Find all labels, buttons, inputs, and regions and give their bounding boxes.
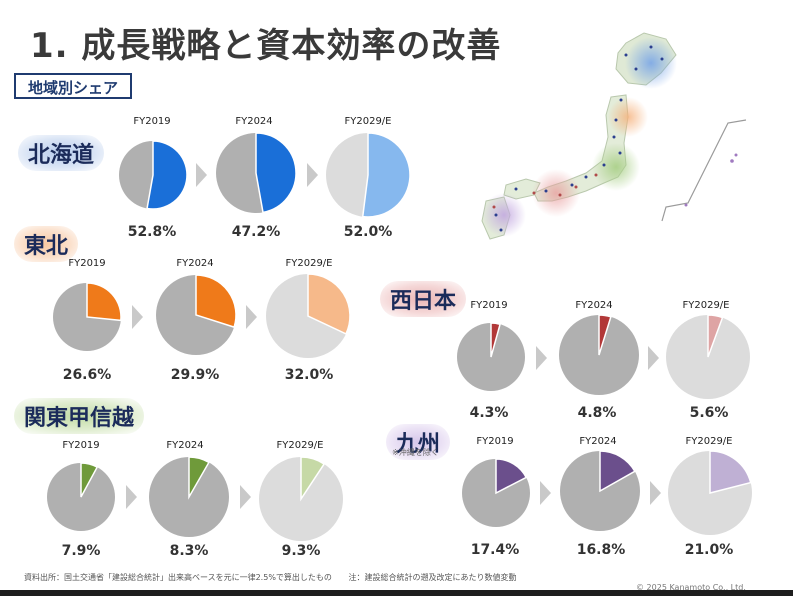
pct-label: 17.4%: [470, 542, 520, 558]
pie-tohoku-fy2024: [156, 274, 237, 355]
arrow-icon: [648, 346, 659, 370]
pie-slice-share: [86, 282, 122, 322]
year-label: FY2029/E: [685, 436, 733, 447]
year-label: FY2019: [133, 116, 171, 127]
pct-label: 16.8%: [576, 542, 626, 558]
year-label: FY2029/E: [344, 116, 392, 127]
pie-hokkaido-fy2029e: [326, 132, 411, 218]
arrow-icon: [540, 481, 551, 505]
arrow-icon: [536, 346, 547, 370]
pie-kanto-fy2029e: [259, 456, 343, 541]
pie-kyushu-fy2019: [462, 458, 530, 527]
pie-slice-share: [599, 450, 636, 493]
region-label-kyushu: 九州: [386, 424, 451, 460]
pct-label: 26.6%: [62, 367, 112, 383]
year-label: FY2019: [62, 440, 100, 451]
pie-nishinihon-fy2019: [457, 322, 525, 391]
region-label-nishinihon: 西日本: [380, 281, 467, 317]
region-label-kanto: 関東甲信越: [14, 398, 145, 434]
pie-slice-share: [598, 314, 612, 356]
footnote: 資料出所：国土交通省「建設総合統計」出来高ベースを元に一律2.5%で算出したもの…: [24, 572, 516, 583]
pct-label: 52.0%: [343, 224, 393, 240]
year-label: FY2024: [166, 440, 204, 451]
pct-label: 21.0%: [684, 542, 734, 558]
pie-hokkaido-fy2024: [216, 132, 297, 214]
arrow-icon: [240, 485, 251, 509]
pie-slice-share: [495, 458, 528, 495]
pie-slice-share: [80, 462, 99, 498]
pie-kyushu-fy2029e: [668, 450, 752, 535]
arrow-icon: [246, 305, 257, 329]
pct-label: 4.3%: [469, 405, 509, 421]
region-label-tohoku: 東北: [14, 226, 79, 262]
section-subtitle: 地域別シェア: [14, 73, 132, 99]
arrow-icon: [650, 481, 661, 505]
pie-slice-share: [300, 456, 326, 502]
copyright: © 2025 Kanamoto Co., Ltd.: [636, 583, 746, 592]
year-label: FY2029/E: [276, 440, 324, 451]
pie-slice-share: [707, 314, 724, 358]
pct-label: 4.8%: [577, 405, 617, 421]
pct-label: 9.3%: [281, 543, 321, 559]
year-label: FY2019: [476, 436, 514, 447]
pie-kanto-fy2024: [149, 456, 229, 537]
pct-label: 32.0%: [284, 367, 334, 383]
pie-slice-share: [188, 456, 210, 500]
year-label: FY2019: [68, 258, 106, 269]
pct-label: 52.8%: [127, 224, 177, 240]
region-note: ※沖縄を除く: [392, 448, 439, 457]
footnote-source: 資料出所：国土交通省「建設総合統計」出来高ベースを元に一律2.5%で算出したもの: [24, 573, 332, 582]
pie-nishinihon-fy2029e: [666, 314, 750, 399]
year-label: FY2019: [470, 300, 508, 311]
year-label: FY2029/E: [285, 258, 333, 269]
pie-slice-share: [709, 450, 752, 494]
pct-label: 8.3%: [169, 543, 209, 559]
arrow-icon: [307, 163, 318, 187]
pie-slice-share: [255, 132, 297, 214]
pie-tohoku-fy2019: [53, 282, 122, 351]
pie-slice-share: [307, 273, 351, 335]
year-label: FY2029/E: [682, 300, 730, 311]
year-label: FY2024: [575, 300, 613, 311]
arrow-icon: [132, 305, 143, 329]
year-label: FY2024: [176, 258, 214, 269]
page-title: 1. 成長戦略と資本効率の改善: [30, 26, 502, 66]
pie-kyushu-fy2024: [560, 450, 640, 531]
pie-slice-share: [146, 140, 188, 210]
pie-tohoku-fy2029e: [266, 273, 351, 358]
pie-slice-share: [195, 274, 237, 329]
arrow-icon: [126, 485, 137, 509]
pct-label: 29.9%: [170, 367, 220, 383]
year-label: FY2024: [579, 436, 617, 447]
arrow-icon: [196, 163, 207, 187]
pct-label: 5.6%: [689, 405, 729, 421]
pct-label: 47.2%: [231, 224, 281, 240]
pie-nishinihon-fy2024: [559, 314, 639, 395]
pie-kanto-fy2019: [47, 462, 115, 531]
pct-label: 7.9%: [61, 543, 101, 559]
japan-map-icon: [481, 32, 747, 240]
year-label: FY2024: [235, 116, 273, 127]
region-label-hokkaido: 北海道: [18, 135, 105, 171]
pie-slice-share: [361, 132, 411, 218]
pie-hokkaido-fy2019: [119, 140, 188, 210]
taskbar-strip: [0, 590, 793, 596]
pie-slice-share: [490, 322, 501, 358]
footnote-note: 注：建設総合統計の遡及改定にあたり数値変動: [348, 573, 517, 582]
